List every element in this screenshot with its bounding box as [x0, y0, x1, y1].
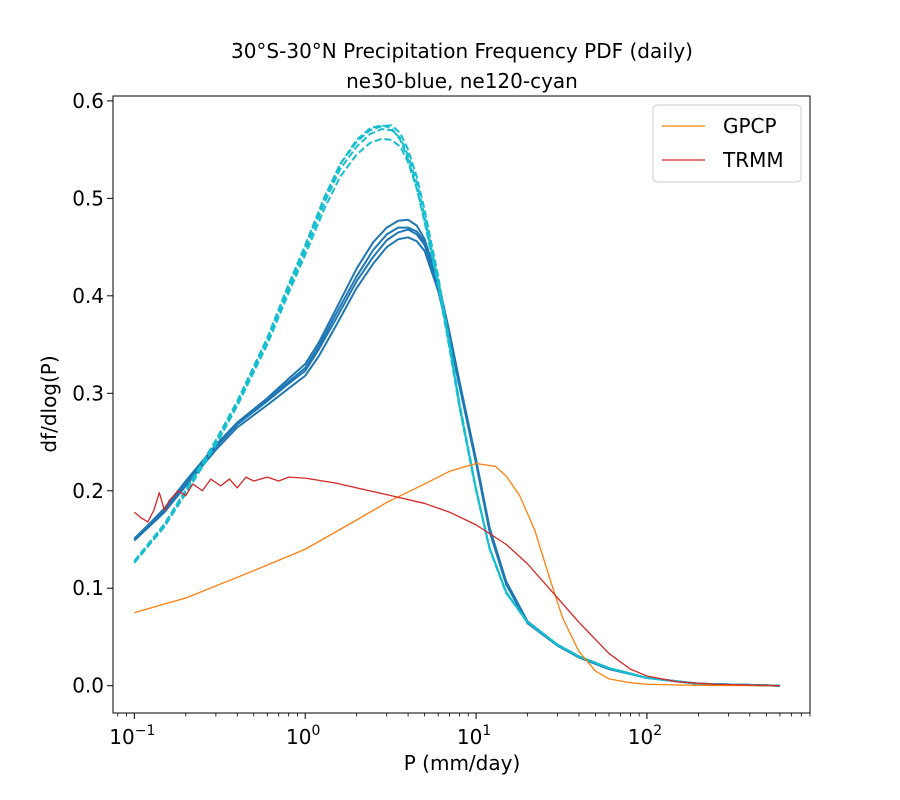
legend-label-trmm: TRMM	[722, 148, 784, 172]
axes-frame	[112, 95, 811, 714]
y-tick-label-0: 0.0	[72, 674, 104, 698]
y-axis-ticks: 0.0 0.1 0.2 0.3 0.4 0.5 0.6	[72, 89, 113, 698]
series-line-ne30-run-3	[133, 236, 780, 687]
series-line-ne120-run-1	[133, 124, 780, 687]
legend: GPCP TRMM	[652, 104, 802, 183]
y-tick-label-2: 0.2	[72, 479, 104, 503]
y-tick-label-1: 0.1	[72, 576, 104, 600]
y-axis-label: df/dlog(P)	[37, 355, 61, 452]
series-line-trmm	[133, 476, 780, 687]
y-tick-label-6: 0.6	[72, 89, 104, 113]
chart-title: 30°S-30°N Precipitation Frequency PDF (d…	[231, 39, 693, 63]
plot-area: 10−1 100 101 102 0.0 0.1 0.2 0.3 0.4 0.5 0.6	[72, 89, 811, 749]
legend-label-gpcp: GPCP	[723, 114, 777, 138]
y-tick-label-5: 0.5	[72, 186, 104, 210]
x-axis-label: P (mm/day)	[404, 751, 521, 775]
y-tick-label-4: 0.4	[72, 284, 104, 308]
series-line-ne30-run-4	[133, 226, 780, 687]
series-line-ne120-run-2	[133, 137, 780, 687]
x-axis-ticks: 10−1 100 101 102	[109, 713, 811, 749]
x-tick-label-1: 100	[286, 723, 320, 749]
series-line-ne120-run-4	[133, 128, 780, 687]
x-tick-label-0: 10−1	[109, 723, 155, 749]
series-line-ne30-run-2	[133, 218, 780, 687]
series-layer	[133, 124, 780, 687]
x-tick-label-2: 101	[457, 723, 491, 749]
chart-subtitle: ne30-blue, ne120-cyan	[346, 69, 578, 93]
series-line-ne30-run-1	[133, 228, 780, 687]
legend-box	[652, 104, 802, 183]
x-tick-label-3: 102	[628, 723, 662, 749]
series-line-ne120-run-3	[133, 124, 780, 687]
y-tick-label-3: 0.3	[72, 381, 104, 405]
series-line-gpcp	[134, 462, 780, 687]
